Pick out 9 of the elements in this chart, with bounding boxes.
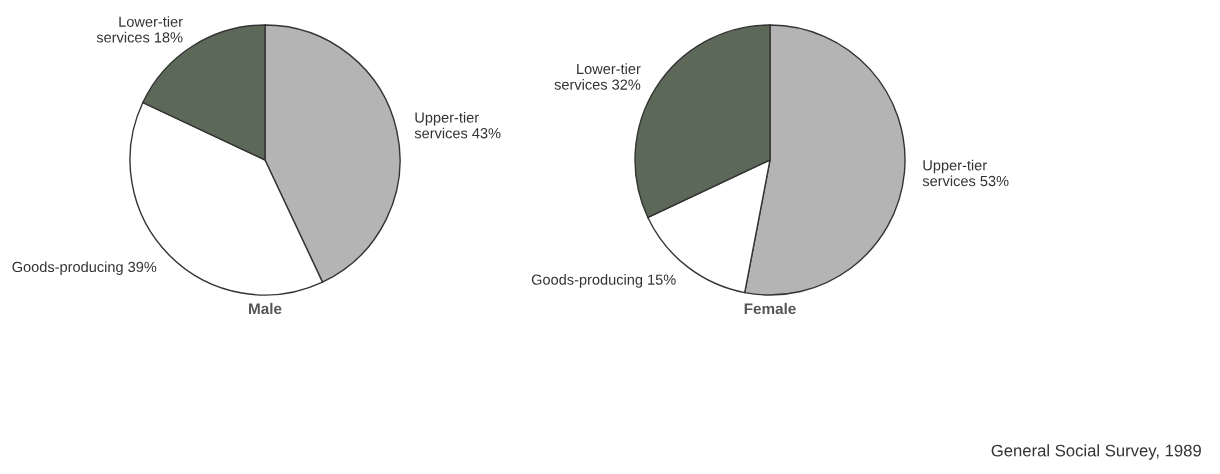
- text: Male: [249, 302, 282, 315]
- slice-label: Lower-tier services 18%: [96, 16, 183, 43]
- text: Female: [744, 302, 796, 315]
- text: General Social Survey, 1989: [991, 444, 1201, 460]
- slice-label: Lower-tier services 32%: [554, 63, 641, 90]
- slice-label: Goods-producing 39%: [12, 261, 157, 275]
- slice-label: Upper-tier services 53%: [922, 159, 1009, 187]
- slice-label: Upper-tier services 43%: [414, 111, 501, 139]
- slice-label: Goods-producing 15%: [531, 274, 676, 288]
